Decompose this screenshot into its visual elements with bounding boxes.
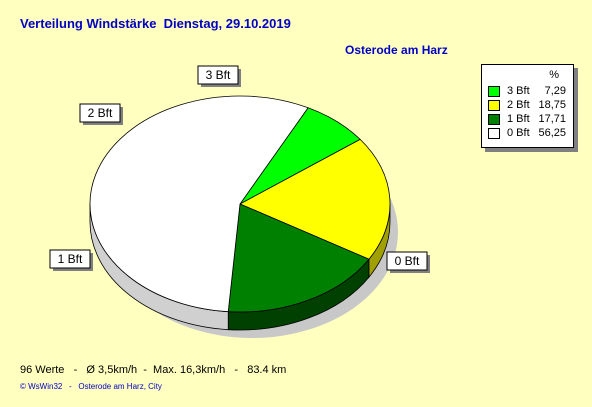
- legend-label: 2 Bft: [507, 99, 530, 111]
- legend-entry: 2 Bft 18,75: [488, 99, 570, 111]
- pie-label-box: [197, 65, 239, 85]
- pie-label-text: 1 Bft: [58, 252, 83, 266]
- location-label: Osterode am Harz: [345, 43, 448, 57]
- legend-swatch: [488, 114, 500, 125]
- legend-entry: 1 Bft 17,71: [488, 113, 570, 125]
- stats-line: 96 Werte - Ø 3,5km/h - Max. 16,3km/h - 8…: [20, 364, 287, 376]
- pie-label-box: [386, 251, 428, 271]
- pie-label: 2 Bft: [79, 103, 123, 125]
- pie-label: 1 Bft: [49, 249, 93, 271]
- footer-credit: © WsWin32 - Osterode am Harz, City: [20, 382, 162, 391]
- pie-label: 0 Bft: [386, 251, 430, 273]
- pie-label-box: [79, 103, 121, 123]
- pie-label-text: 2 Bft: [88, 106, 113, 120]
- pie-label-text: 0 Bft: [395, 254, 420, 268]
- pie-slice: [227, 203, 370, 313]
- legend-value: 56,25: [538, 127, 566, 139]
- pie-label-text: 3 Bft: [206, 68, 231, 82]
- pie-label-box: [49, 249, 91, 269]
- legend-label: 3 Bft: [507, 85, 530, 97]
- pie-slice: [239, 138, 391, 260]
- legend-label: 1 Bft: [507, 113, 530, 125]
- legend-entry: 0 Bft 56,25: [488, 127, 570, 139]
- chart-title: Verteilung Windstärke Dienstag, 29.10.20…: [20, 16, 291, 31]
- legend-entry: 3 Bft 7,29: [488, 85, 570, 97]
- pie-label: 3 Bft: [197, 65, 241, 87]
- legend-value: 17,71: [538, 113, 566, 125]
- legend-swatch: [488, 86, 500, 97]
- legend-unit: %: [549, 69, 559, 81]
- legend-swatch: [488, 128, 500, 139]
- pie-slice: [89, 95, 309, 313]
- legend-value: 18,75: [538, 99, 566, 111]
- legend-value: 7,29: [544, 85, 566, 97]
- legend-label: 0 Bft: [507, 127, 530, 139]
- legend-swatch: [488, 100, 500, 111]
- legend: % 3 Bft 7,29 2 Bft 18,75 1 Bft 17,71 0 B…: [481, 64, 574, 148]
